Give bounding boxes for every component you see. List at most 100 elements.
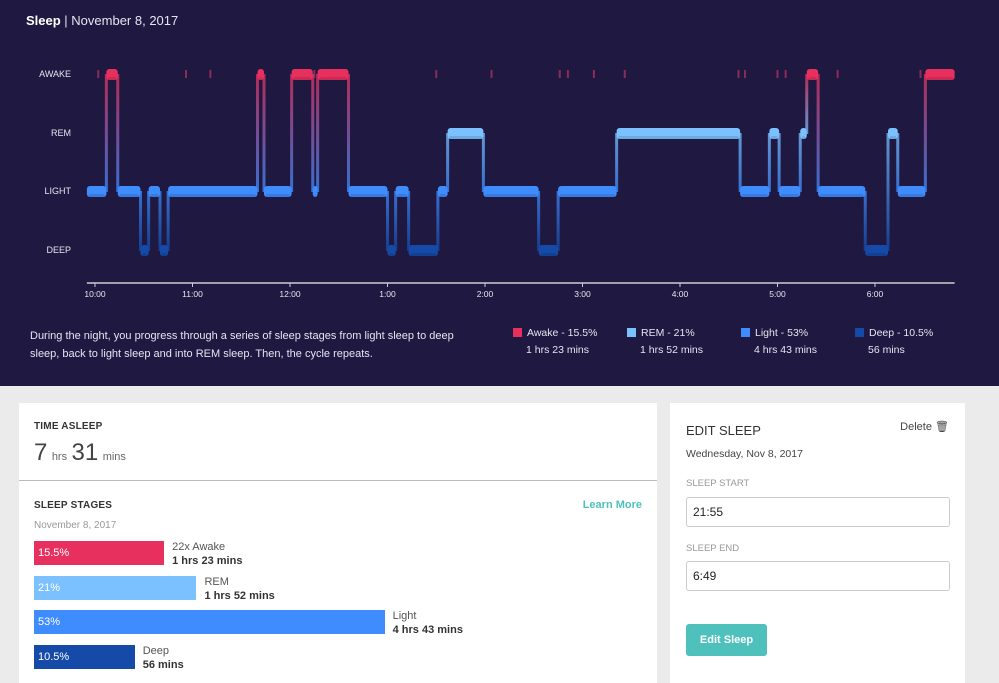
sleep-stage-chart: AWAKE REM LIGHT DEEP 10:00 11:00 12:00 1:00 2:00… xyxy=(39,69,955,299)
stage-segment-light xyxy=(264,186,292,197)
legend-duration: 1 hrs 23 mins xyxy=(526,344,590,356)
segment-shade xyxy=(485,194,537,197)
chart-description: During the night, you progress through a… xyxy=(30,330,454,360)
y-label-rem: REM xyxy=(51,128,71,138)
legend-duration: 4 hrs 43 mins xyxy=(754,344,818,356)
delete-button[interactable]: Delete 🗑 xyxy=(900,420,949,433)
stage-transition xyxy=(139,191,142,251)
stage-duration: 56 mins xyxy=(142,658,184,671)
stage-transition xyxy=(537,191,541,251)
stage-segment-awake xyxy=(806,69,819,80)
stage-segment-rem xyxy=(800,128,807,139)
stage-name: REM xyxy=(204,575,229,588)
delete-label: Delete xyxy=(900,421,932,433)
sleep-hero: Sleep | November 8, 2017 AWAKE REM LIGHT DE… xyxy=(0,0,999,386)
stage-transition xyxy=(394,191,398,251)
hours-unit: hrs xyxy=(51,451,68,463)
stage-segment-deep xyxy=(140,245,149,256)
stage-segment-rem xyxy=(616,128,741,139)
stage-transition xyxy=(798,133,802,192)
stage-segment-deep xyxy=(408,245,438,256)
stage-segment-light xyxy=(348,186,388,197)
legend-label: Deep - 10.5% xyxy=(869,327,934,339)
stage-segment-light xyxy=(483,186,539,197)
edit-sleep-card: EDIT SLEEP Delete 🗑 Wednesday, Nov 8, 20… xyxy=(670,403,965,683)
brief-awake-mark xyxy=(744,70,746,78)
stage-bar-awake: 15.5% xyxy=(34,541,165,565)
stage-segment-light xyxy=(437,186,448,197)
segment-shade xyxy=(319,77,347,80)
stage-segment-deep xyxy=(865,245,888,256)
learn-more-link[interactable]: Learn More xyxy=(582,499,642,511)
segment-shade xyxy=(890,136,896,139)
stage-segment-light xyxy=(117,186,141,197)
edit-date: Wednesday, Nov 8, 2017 xyxy=(686,448,803,460)
edit-sleep-title: EDIT SLEEP xyxy=(686,423,761,438)
legend-item-light: Light - 53% 4 hrs 43 mins xyxy=(741,327,817,356)
segment-shade xyxy=(899,194,924,197)
sleep-start-input[interactable] xyxy=(686,497,950,527)
stage-bar-label: Light 4 hrs 43 mins xyxy=(393,609,463,637)
stage-transition xyxy=(316,74,320,192)
stage-transition xyxy=(290,74,294,192)
segment-shade xyxy=(927,77,953,80)
sleep-summary-card: TIME ASLEEP 7 hrs 31 mins SLEEP STAGES L… xyxy=(19,403,657,683)
y-label-awake: AWAKE xyxy=(39,69,71,79)
divider xyxy=(19,480,657,481)
stage-transition xyxy=(767,133,771,192)
segment-shade xyxy=(259,77,262,80)
page-title: Sleep | November 8, 2017 xyxy=(26,13,179,28)
stage-segment-awake xyxy=(257,69,264,80)
brief-awake-mark xyxy=(919,70,922,78)
segment-shade xyxy=(162,253,167,256)
segment-shade xyxy=(142,253,147,256)
segment-shade xyxy=(808,77,817,80)
minutes-unit: mins xyxy=(102,451,126,463)
stage-name: 22x Awake xyxy=(172,541,226,553)
stage-transition xyxy=(158,191,162,251)
x-tick-label: 12:00 xyxy=(279,289,301,299)
brief-awake-mark xyxy=(490,70,493,78)
stage-bar-label: 22x Awake 1 hrs 23 mins xyxy=(172,540,242,568)
stage-transition xyxy=(805,74,809,134)
x-tick-label: 3:00 xyxy=(574,289,591,299)
stage-segment-light xyxy=(312,186,318,197)
stage-transition xyxy=(446,133,450,192)
stage-duration: 1 hrs 23 mins xyxy=(172,555,243,567)
time-asleep-value: 7 hrs 31 mins xyxy=(34,439,126,467)
segment-shade xyxy=(410,253,436,256)
stage-segment-rem xyxy=(888,128,898,139)
stage-transition xyxy=(923,74,927,192)
sleep-end-input[interactable] xyxy=(686,561,950,591)
legend-swatch xyxy=(627,328,636,337)
x-tick-label: 2:00 xyxy=(477,289,494,299)
stage-segment-awake xyxy=(291,69,313,80)
legend-duration: 1 hrs 52 mins xyxy=(640,344,704,356)
legend-duration: 56 mins xyxy=(868,344,905,356)
stage-bar-rem: 21% xyxy=(34,575,197,600)
stage-duration: 1 hrs 52 mins xyxy=(204,589,275,602)
stage-segment-light xyxy=(558,186,617,197)
brief-awake-mark xyxy=(623,70,626,78)
sleep-stages-label: SLEEP STAGES xyxy=(34,500,113,511)
legend-item-deep: Deep - 10.5% 56 mins xyxy=(855,327,933,356)
segment-shade xyxy=(350,194,386,197)
brief-awake-mark xyxy=(209,70,212,78)
legend-label: REM - 21% xyxy=(641,327,695,339)
segment-shade xyxy=(439,194,446,197)
segment-shade xyxy=(781,194,799,197)
x-tick-label: 4:00 xyxy=(672,289,689,299)
stage-transition xyxy=(816,74,820,192)
brief-awake-mark xyxy=(185,70,187,78)
segment-shade xyxy=(397,194,407,197)
x-tick-label: 11:00 xyxy=(182,289,203,299)
brief-awake-mark xyxy=(737,70,740,78)
stage-transition xyxy=(147,191,151,251)
brief-awake-mark xyxy=(558,70,561,78)
stage-name: Deep xyxy=(142,644,170,657)
segment-shade xyxy=(389,253,394,256)
edit-sleep-button[interactable]: Edit Sleep xyxy=(686,624,767,656)
x-tick-label: 5:00 xyxy=(769,289,786,299)
segment-shade xyxy=(802,136,805,139)
stage-transition xyxy=(481,133,485,192)
